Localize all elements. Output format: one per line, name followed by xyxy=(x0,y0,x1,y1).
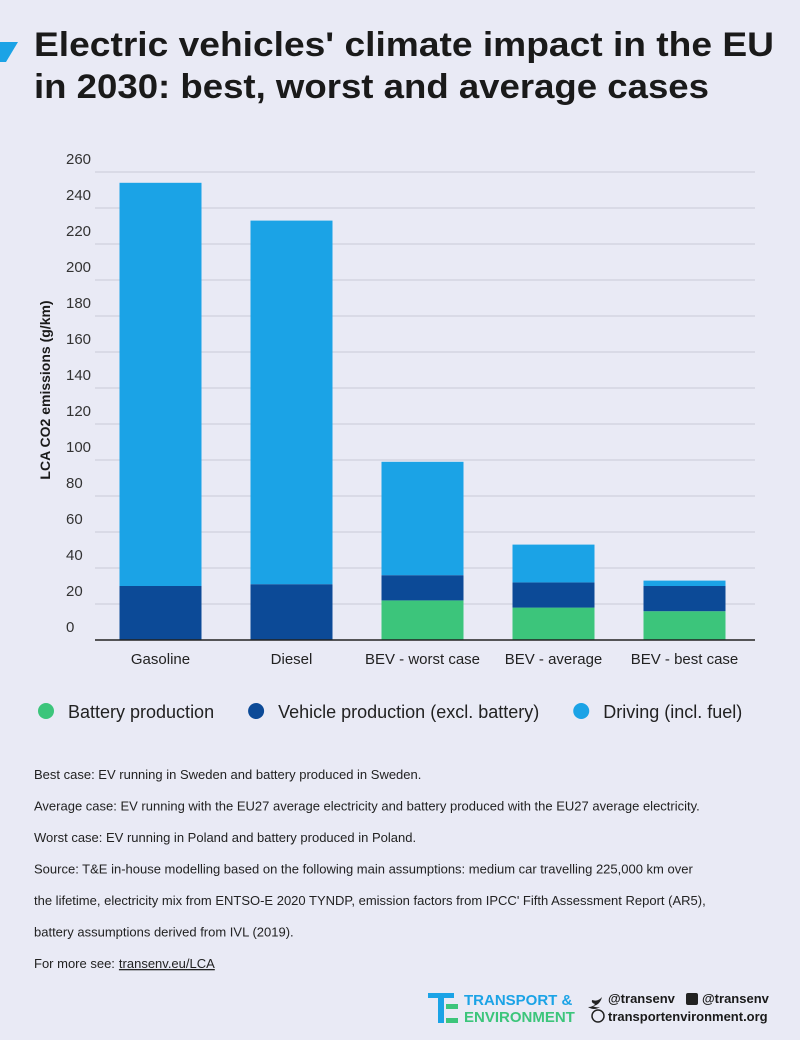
chart-title: in 2030: best, worst and average cases xyxy=(34,68,709,106)
legend-label: Driving (incl. fuel) xyxy=(603,702,742,722)
title-marker xyxy=(0,42,18,62)
note: For more see: xyxy=(34,956,115,971)
y-tick-label: 100 xyxy=(66,439,91,456)
facebook-icon xyxy=(686,993,698,1005)
y-tick-label: 120 xyxy=(66,403,91,420)
logo-text: ENVIRONMENT xyxy=(464,1009,575,1026)
x-tick-label: BEV - average xyxy=(505,651,603,668)
logo-bar xyxy=(446,1018,458,1023)
note: Source: T&E in-house modelling based on … xyxy=(34,862,693,877)
y-tick-label: 180 xyxy=(66,295,91,312)
bar-segment xyxy=(643,586,726,612)
legend-marker xyxy=(573,703,590,719)
y-tick-label: 260 xyxy=(66,151,91,168)
bar-segment xyxy=(119,586,202,640)
y-tick-label: 40 xyxy=(66,547,83,564)
legend-label: Battery production xyxy=(68,702,214,722)
legend-label: Vehicle production (excl. battery) xyxy=(278,702,539,722)
y-tick-label: 200 xyxy=(66,259,91,276)
bar-segment xyxy=(119,182,202,587)
bar-segment xyxy=(250,220,333,585)
chart-title: Electric vehicles' climate impact in the… xyxy=(34,26,774,64)
note: battery assumptions derived from IVL (20… xyxy=(34,925,294,940)
y-tick-label: 80 xyxy=(66,475,83,492)
x-tick-label: Gasoline xyxy=(131,651,190,668)
note: the lifetime, electricity mix from ENTSO… xyxy=(34,893,706,908)
legend-marker xyxy=(38,703,54,719)
website[interactable]: transportenvironment.org xyxy=(608,1009,768,1024)
note-link[interactable]: transenv.eu/LCA xyxy=(119,956,215,971)
bar-segment xyxy=(643,611,726,640)
note: Average case: EV running with the EU27 a… xyxy=(34,799,700,814)
bar-segment xyxy=(381,600,464,640)
note: Worst case: EV running in Poland and bat… xyxy=(34,830,416,845)
y-tick-label: 160 xyxy=(66,331,91,348)
twitter-icon xyxy=(588,997,602,1009)
bar-segment xyxy=(381,575,464,601)
x-tick-label: BEV - worst case xyxy=(365,651,480,668)
legend-marker xyxy=(248,703,265,719)
y-tick-label: 220 xyxy=(66,223,91,240)
y-tick-label: 0 xyxy=(66,619,74,636)
note: Best case: EV running in Sweden and batt… xyxy=(34,767,421,782)
footer: TRANSPORT & ENVIRONMENT @transenv @trans… xyxy=(428,991,770,1026)
bar-segment xyxy=(250,584,333,640)
y-tick-label: 240 xyxy=(66,187,91,204)
bar-segment xyxy=(643,580,726,586)
globe-icon xyxy=(591,1009,605,1023)
y-tick-label: 60 xyxy=(66,511,83,528)
logo-bar xyxy=(446,1004,458,1009)
x-tick-label: Diesel xyxy=(271,651,313,668)
y-tick-label: 140 xyxy=(66,367,91,384)
x-tick-label: BEV - best case xyxy=(631,651,739,668)
bar-segment xyxy=(381,461,464,576)
bar-segment xyxy=(512,607,595,640)
logo-text: TRANSPORT & xyxy=(464,992,573,1009)
y-axis-label: LCA CO2 emissions (g/km) xyxy=(37,300,53,479)
y-tick-label: 20 xyxy=(66,583,83,600)
facebook-handle[interactable]: @transenv xyxy=(702,991,770,1006)
twitter-handle[interactable]: @transenv xyxy=(608,991,676,1006)
bar-segment xyxy=(512,582,595,608)
bar-segment xyxy=(512,544,595,583)
logo-bar xyxy=(438,993,444,1023)
